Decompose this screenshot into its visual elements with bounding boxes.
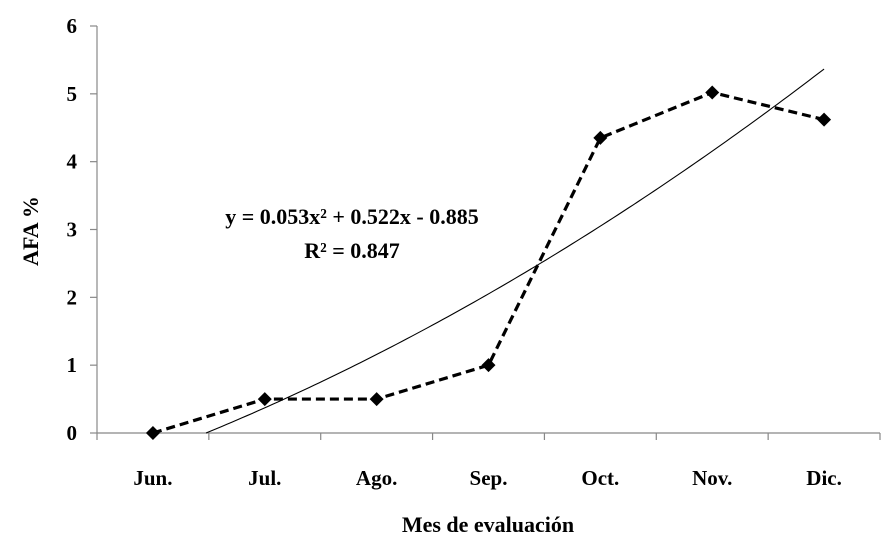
trendline-equation: y = 0.053x² + 0.522x - 0.885	[225, 204, 479, 229]
y-tick-label: 1	[67, 353, 78, 377]
trendline-layer	[205, 68, 825, 434]
y-tick-label: 3	[67, 218, 78, 242]
x-tick-label: Nov.	[692, 466, 732, 490]
x-tick-label: Dic.	[806, 466, 842, 490]
x-tick-label: Sep.	[470, 466, 508, 490]
x-tick-label: Oct.	[581, 466, 619, 490]
trendline	[205, 68, 825, 434]
y-tick-label: 6	[67, 14, 78, 38]
x-tick-label: Jun.	[133, 466, 172, 490]
data-point-marker	[369, 392, 384, 407]
data-point-marker	[593, 130, 608, 145]
x-axis-title: Mes de evaluación	[402, 512, 574, 537]
y-tick-label: 0	[67, 421, 78, 445]
x-tick-label: Ago.	[356, 466, 397, 490]
data-point-marker	[257, 392, 272, 407]
trendline-r-squared: R² = 0.847	[304, 238, 400, 263]
y-tick-label: 2	[67, 285, 78, 309]
data-point-marker	[145, 426, 160, 440]
y-ticks: 0 1 2 3 4 5 6	[67, 14, 97, 445]
y-tick-label: 4	[67, 150, 78, 174]
data-point-marker	[817, 112, 832, 127]
y-axis-title: AFA %	[18, 196, 43, 266]
marker-layer	[145, 85, 832, 440]
data-point-marker	[481, 358, 496, 373]
y-tick-label: 5	[67, 82, 78, 106]
x-ticks: Jun. Jul. Ago. Sep. Oct. Nov. Dic.	[96, 433, 881, 490]
x-tick-label: Jul.	[248, 466, 281, 490]
data-point-marker	[705, 85, 720, 100]
